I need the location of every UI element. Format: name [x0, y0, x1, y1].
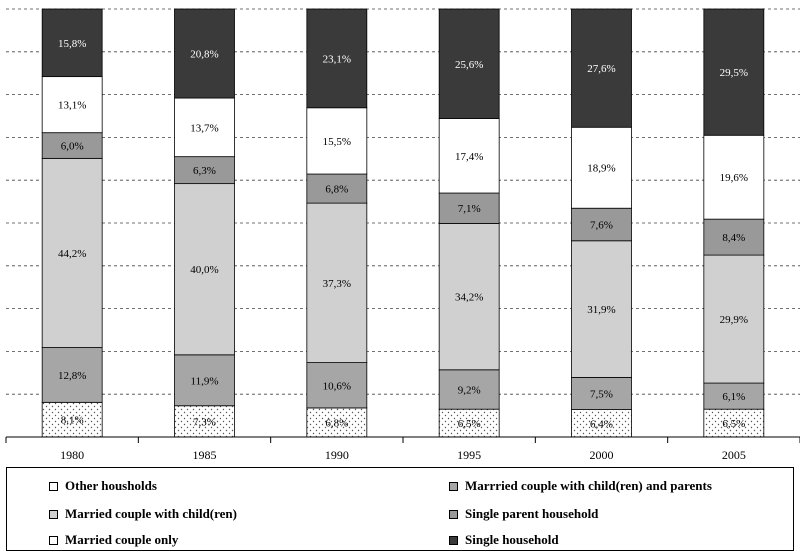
legend-label: Single parent household: [465, 506, 599, 521]
bar-segment: [703, 218, 765, 256]
legend-label: Marrried couple with child(ren) and pare…: [465, 478, 712, 493]
data-label: 6,3%: [193, 165, 216, 177]
data-label: 6,0%: [61, 141, 84, 153]
legend-swatch: [449, 509, 458, 519]
stacked-bar-chart: 8,1% 12,8% 44,2% 6,0% 13,1% 15,8% 7,3% 11,9% 40,…: [5, 8, 800, 462]
data-label: 15,8%: [58, 38, 86, 50]
bar-segment: [703, 8, 765, 136]
legend-item-single-parent: Single parent household: [449, 506, 598, 522]
data-label: 17,4%: [455, 151, 483, 163]
bar-segment: [438, 369, 500, 410]
data-label: 44,2%: [58, 248, 86, 260]
bar-segment: [174, 405, 235, 438]
bar-segment: [41, 132, 103, 159]
gridlines: [6, 8, 800, 438]
data-label: 25,6%: [455, 59, 483, 71]
bar-segment: [571, 8, 632, 128]
data-label: 20,8%: [190, 49, 218, 61]
data-label: 27,6%: [587, 63, 615, 75]
data-label: 6,5%: [458, 418, 481, 430]
data-label: 11,9%: [190, 375, 218, 387]
legend-swatch: [49, 509, 58, 519]
bars: 8,1% 12,8% 44,2% 6,0% 13,1% 15,8% 7,3% 11,9% 40,…: [41, 8, 765, 438]
bar-segment: [703, 254, 765, 384]
bar-segment: [306, 362, 368, 409]
bar-segment: [438, 118, 500, 194]
data-label: 6,5%: [722, 418, 745, 430]
data-label: 8,1%: [61, 415, 84, 427]
legend-label: Married couple only: [65, 532, 179, 547]
bar-segment: [174, 156, 235, 185]
x-tick-label: 1980: [60, 448, 84, 462]
x-tick-label: 1990: [325, 448, 349, 462]
data-label: 6,8%: [325, 417, 348, 429]
legend-swatch: [49, 535, 58, 545]
data-label: 34,2%: [455, 292, 483, 304]
legend: Other housholds Marrried couple with chi…: [6, 467, 794, 551]
data-label: 40,0%: [190, 264, 218, 276]
data-label: 31,9%: [587, 304, 615, 316]
bar-segment: [438, 223, 500, 371]
legend-item-other-households: Other housholds: [49, 478, 157, 494]
bar-segment: [174, 8, 235, 99]
data-label: 6,4%: [590, 418, 613, 430]
legend-item-married-couple-children: Married couple with child(ren): [49, 506, 237, 522]
bar-segment: [703, 134, 765, 220]
legend-swatch: [49, 481, 58, 491]
data-label: 13,1%: [58, 100, 86, 112]
data-label: 18,9%: [587, 163, 615, 175]
legend-item-single-household: Single household: [449, 532, 559, 548]
data-label: 7,3%: [193, 416, 216, 428]
bar-segment: [703, 408, 765, 438]
x-tick-label: 1985: [193, 448, 217, 462]
data-label: 10,6%: [323, 380, 351, 392]
bar-segment: [41, 157, 103, 348]
data-label: 19,6%: [720, 172, 748, 184]
legend-item-married-couple-only: Married couple only: [49, 532, 178, 548]
bar-segment: [306, 407, 368, 438]
data-label: 12,8%: [58, 370, 86, 382]
bar-segment: [41, 401, 103, 438]
data-label: 6,1%: [722, 391, 745, 403]
bar-segment: [174, 183, 235, 356]
bar-segment: [306, 173, 368, 204]
bar-segment: [438, 192, 500, 224]
legend-swatch: [449, 481, 458, 491]
data-label: 13,7%: [190, 122, 218, 134]
data-label: 15,5%: [323, 136, 351, 148]
data-label: 7,6%: [590, 219, 613, 231]
x-tick-label: 1995: [457, 448, 481, 462]
data-label: 29,9%: [720, 314, 748, 326]
bar-segment: [571, 240, 632, 378]
bar-segment: [306, 202, 368, 364]
x-tick-label: 2000: [590, 448, 614, 462]
data-label: 9,2%: [458, 384, 481, 396]
data-label: 7,1%: [458, 203, 481, 215]
bar-segment: [41, 8, 103, 78]
legend-label: Single household: [465, 532, 559, 547]
bar-segment: [438, 408, 500, 438]
data-label: 23,1%: [323, 53, 351, 65]
data-label: 6,8%: [325, 184, 348, 196]
bar-segment: [306, 8, 368, 109]
legend-label: Married couple with child(ren): [65, 506, 237, 521]
bar-segment: [571, 126, 632, 209]
legend-item-married-couple-children-parents: Marrried couple with child(ren) and pare…: [449, 478, 712, 494]
legend-swatch: [449, 535, 458, 545]
bar-segment: [306, 107, 368, 175]
bar-segment: [174, 354, 235, 407]
x-axis: 1980 1985 1990 1995 2000 2005: [5, 436, 800, 462]
data-label: 7,5%: [590, 389, 613, 401]
x-tick-label: 2005: [722, 448, 746, 462]
legend-label: Other housholds: [65, 478, 157, 493]
bar-segment: [174, 97, 235, 158]
data-label: 29,5%: [720, 67, 748, 79]
data-label: 37,3%: [323, 278, 351, 290]
bar-segment: [438, 8, 500, 119]
bar-segment: [41, 347, 103, 403]
data-label: 8,4%: [722, 232, 745, 244]
bar-segment: [571, 377, 632, 410]
